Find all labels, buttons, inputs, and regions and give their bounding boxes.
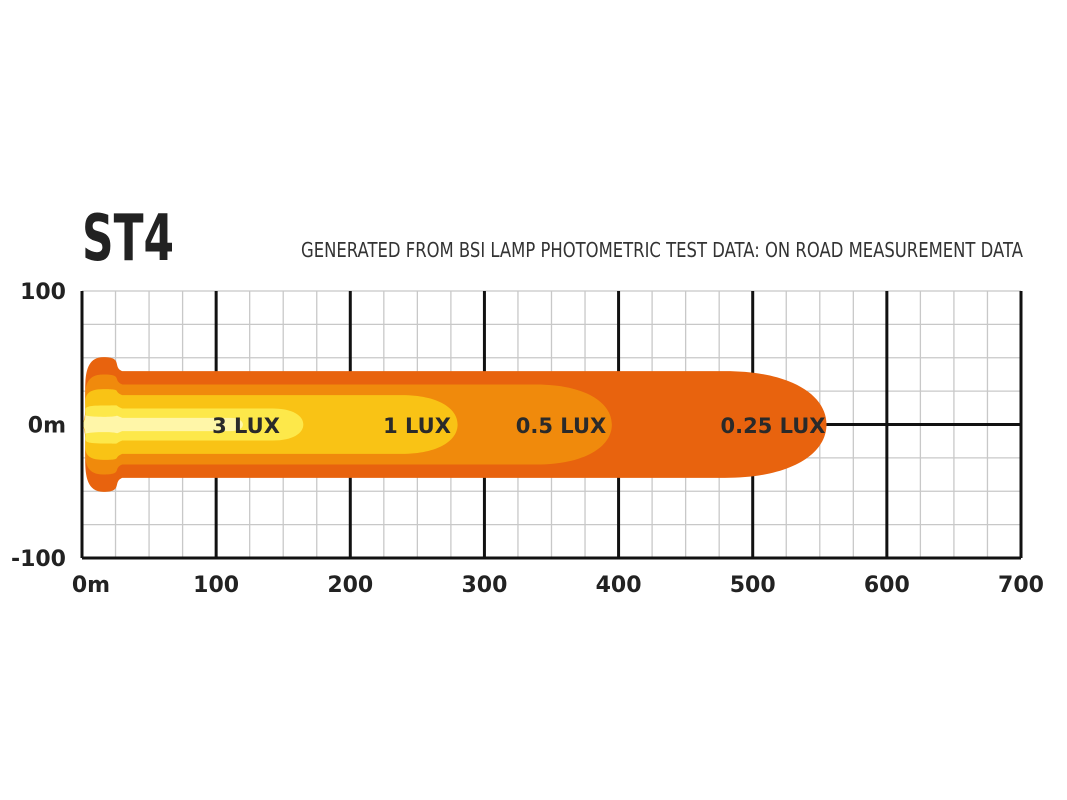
axes — [80, 291, 1021, 560]
zone-label-0.5-lux: 0.5 LUX — [516, 414, 606, 438]
zone-label-0.25-lux: 0.25 LUX — [721, 414, 826, 438]
zone-labels: 3 LUX 1 LUX 0.5 LUX 0.25 LUX — [212, 414, 825, 438]
x-tick-label: 0m — [72, 573, 110, 598]
zone-label-3-lux: 3 LUX — [212, 414, 280, 438]
x-tick-label: 100 — [193, 573, 239, 598]
x-tick-label: 500 — [730, 573, 776, 598]
x-tick-label: 200 — [327, 573, 373, 598]
chart-title: ST4 — [82, 202, 174, 276]
x-tick-label: 400 — [596, 573, 642, 598]
zone-core — [82, 415, 243, 434]
y-tick-label: -100 — [11, 547, 66, 572]
x-tick-label: 600 — [864, 573, 910, 598]
x-tick-label: 700 — [998, 573, 1044, 598]
zone-label-1-lux: 1 LUX — [383, 414, 451, 438]
y-tick-label: 100 — [20, 280, 66, 305]
beam-zones — [82, 357, 827, 492]
chart-subtitle: GENERATED FROM BSI LAMP PHOTOMETRIC TEST… — [301, 238, 1023, 262]
y-tick-label: 0m — [28, 414, 66, 439]
x-tick-label: 300 — [461, 573, 507, 598]
